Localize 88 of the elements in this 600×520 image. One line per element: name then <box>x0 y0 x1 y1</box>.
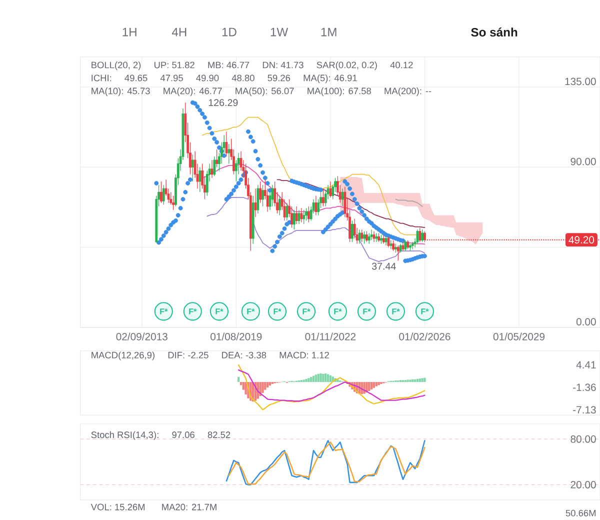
text: 4H <box>172 28 186 36</box>
y-tick-label: 90.00 <box>570 158 596 166</box>
bar <box>264 382 266 390</box>
annotation: MA(5): 46.91 <box>304 74 357 84</box>
annotation: 82.52 <box>208 432 230 438</box>
annotation: BOLL(20, 2) <box>92 62 141 70</box>
annotation: 47.95 <box>160 74 183 82</box>
bar <box>329 376 332 382</box>
text: F* <box>392 308 400 314</box>
ref-line-label: 49.20 <box>568 236 594 244</box>
bar <box>237 377 240 382</box>
x-tick-label: 01/02/2026 <box>399 332 450 340</box>
annotation: 48.80 <box>232 74 254 82</box>
annotation: 40.12 <box>390 62 413 68</box>
bar <box>244 382 247 395</box>
annotation: MA(10): 45.73 <box>92 88 150 96</box>
y-tick-label: 135.00 <box>565 78 596 86</box>
annotation: MACD: 1.12 <box>280 352 329 358</box>
annotation: MA(50): 56.07 <box>236 88 294 96</box>
annotation: 97.06 <box>172 432 194 438</box>
text: 1M <box>321 28 336 36</box>
text: MA20: 21.7M <box>162 504 216 510</box>
text: F* <box>334 308 342 314</box>
x-tick-label: 02/09/2013 <box>116 332 168 340</box>
bar <box>378 382 380 386</box>
y-tick-label: -1.36 <box>573 384 596 392</box>
annotation: 37.44 <box>372 262 396 270</box>
text: F* <box>216 308 224 314</box>
bar <box>375 382 378 386</box>
text: F* <box>363 308 371 314</box>
bar <box>326 374 330 382</box>
bar <box>370 382 373 390</box>
y-tick-label: 4.41 <box>576 361 596 369</box>
bar <box>317 374 320 382</box>
bar <box>310 377 312 382</box>
text: F* <box>160 308 168 314</box>
annotation: MA(100): 67.58 <box>308 88 371 96</box>
text: 50.66M <box>566 510 596 516</box>
x-tick-label: 01/08/2019 <box>210 332 262 340</box>
annotation: DEA: -3.38 <box>222 352 266 358</box>
bar <box>418 378 421 382</box>
bar <box>421 378 424 382</box>
bar <box>336 379 339 382</box>
bar <box>368 382 370 392</box>
bar <box>320 374 322 382</box>
annotation: MACD(12,26,9) <box>92 352 154 360</box>
bar <box>268 382 272 386</box>
annotation: 59.26 <box>268 74 290 82</box>
bar <box>322 374 324 382</box>
text: F* <box>189 308 197 314</box>
series-label: F* <box>274 308 282 314</box>
annotation: 126.29 <box>208 99 238 106</box>
annotation: Stoch RSI(14,3): <box>91 431 158 440</box>
y-tick-label: -7.13 <box>573 406 596 414</box>
x-tick-label: 01/05/2029 <box>493 332 545 340</box>
annotation: 49.90 <box>196 74 219 82</box>
annotation: SAR(0.02, 0.2) <box>316 62 377 70</box>
text: 1D <box>222 28 236 36</box>
annotation: ICHI: <box>92 74 112 82</box>
y-tick-label: 80.00 <box>570 436 596 443</box>
text: VOL: 15.26M <box>90 504 145 510</box>
bar <box>314 374 318 382</box>
bar <box>409 380 412 382</box>
bar <box>302 380 305 382</box>
bar <box>266 382 269 388</box>
bar <box>424 378 426 382</box>
y-tick-label: 20.00 <box>570 481 596 489</box>
bar <box>308 378 310 382</box>
annotation: MB: 46.77 <box>208 62 250 68</box>
text: 1W <box>270 28 288 36</box>
annotation: DIF: -2.25 <box>168 352 208 358</box>
text: F* <box>302 308 310 314</box>
annotation: MA(20): 46.77 <box>164 88 222 96</box>
annotation: MA(200): -- <box>384 88 432 96</box>
bar <box>262 382 264 394</box>
text: 1H <box>122 28 136 36</box>
y-tick-label: 0.00 <box>576 318 596 326</box>
annotation: UP: 51.82 <box>154 62 194 68</box>
text: F* <box>247 308 255 314</box>
x-tick-label: 01/11/2022 <box>305 332 356 340</box>
bar <box>324 374 327 382</box>
annotation: DN: 41.73 <box>262 62 304 68</box>
bar <box>305 379 308 382</box>
bar <box>406 380 409 382</box>
text: F* <box>421 308 429 314</box>
annotation: 49.65 <box>124 74 148 82</box>
bar <box>372 382 376 388</box>
text: So sánh <box>471 28 518 37</box>
